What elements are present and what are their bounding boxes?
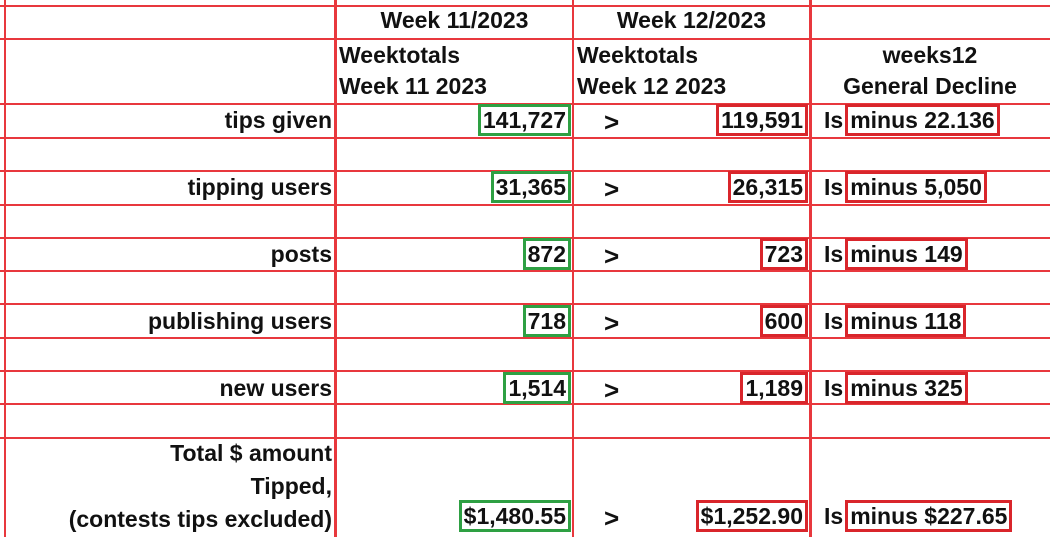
subheader-lines: weeks12 General Decline <box>843 40 1017 102</box>
week12-value: 723 <box>759 238 808 270</box>
subheader-text: Week 12 2023 <box>577 73 727 99</box>
week12-value: 26,315 <box>727 171 808 203</box>
row-label: new users <box>6 372 333 405</box>
comparator: > <box>604 375 620 405</box>
week11-cell: 718 <box>337 305 571 337</box>
week11-value: 872 <box>522 238 571 270</box>
grid-line <box>0 337 1050 339</box>
row-label: publishing users <box>6 305 332 338</box>
grid-line <box>572 0 574 537</box>
decline-cell: Is minus $227.65 <box>824 500 1048 532</box>
week11-cell: 31,365 <box>337 171 571 203</box>
decline-value: minus 5,050 <box>845 171 987 203</box>
grid-line <box>0 370 1050 372</box>
row-label: tips given <box>6 104 332 137</box>
label-lines: Total $ amount Tipped, (contests tips excl… <box>69 437 332 536</box>
grid-line <box>0 303 1050 305</box>
subheader-lines: Weektotals Week 12 2023 <box>577 40 726 102</box>
week11-value: 1,514 <box>503 372 571 404</box>
comparator: > <box>604 503 620 533</box>
label-text: Tipped, <box>250 473 332 499</box>
grid-line <box>0 437 1050 439</box>
grid-line <box>0 5 1050 7</box>
decline-prefix: Is <box>824 503 844 529</box>
week11-value: 141,727 <box>477 104 571 136</box>
label-lines: tips given <box>225 104 332 137</box>
grid-line <box>809 0 812 537</box>
decline-cell: Is minus 118 <box>824 305 1048 337</box>
week12-value: 1,189 <box>740 372 808 404</box>
subheader-text: Weektotals <box>339 42 461 68</box>
label-text: publishing users <box>147 308 332 334</box>
label-lines: tipping users <box>188 171 332 204</box>
week11-value: 31,365 <box>490 171 571 203</box>
label-text: posts <box>270 241 332 267</box>
grid-line <box>334 0 337 537</box>
decline-prefix: Is <box>824 241 844 267</box>
row-label: Total $ amount Tipped, (contests tips excl… <box>6 437 332 536</box>
decline-prefix: Is <box>824 107 844 133</box>
week11-cell: 872 <box>337 238 571 270</box>
header-week12: Week 12/2023 <box>616 7 767 33</box>
label-lines: new users <box>220 372 333 405</box>
week11-cell: 141,727 <box>337 104 571 136</box>
subheader-week12: Weektotals Week 12 2023 <box>577 40 813 102</box>
week11-value: 718 <box>522 305 571 337</box>
week12-cell: 1,189 <box>574 372 808 404</box>
decline-cell: Is minus 5,050 <box>824 171 1048 203</box>
grid-line <box>0 204 1050 206</box>
comparator: > <box>604 308 620 338</box>
week12-cell: $1,252.90 <box>574 500 808 532</box>
week11-cell: 1,514 <box>337 372 571 404</box>
label-lines: posts <box>271 238 332 271</box>
week12-cell: 600 <box>574 305 808 337</box>
grid-line <box>4 0 6 537</box>
subheader-text: General Decline <box>843 73 1017 99</box>
week12-value: 119,591 <box>716 104 808 136</box>
decline-value: minus $227.65 <box>845 500 1013 532</box>
week12-cell: 119,591 <box>574 104 808 136</box>
grid-line <box>0 137 1050 139</box>
subheader-text: weeks12 <box>882 42 978 68</box>
comparator: > <box>604 107 620 137</box>
subheader-text: Weektotals <box>577 42 699 68</box>
grid-line <box>0 38 1050 40</box>
subheader-week11: Weektotals Week 11 2023 <box>339 40 575 102</box>
header-week11: Week 11/2023 <box>380 7 529 33</box>
decline-prefix: Is <box>824 375 844 401</box>
subheader-text: Week 11 2023 <box>339 73 487 99</box>
decline-prefix: Is <box>824 308 844 334</box>
week12-cell: 26,315 <box>574 171 808 203</box>
label-text: Total $ amount <box>170 440 332 466</box>
label-text: (contests tips excluded) <box>68 506 332 532</box>
subheader-lines: Weektotals Week 11 2023 <box>339 40 487 102</box>
row-label: tipping users <box>6 171 332 204</box>
comparator: > <box>604 241 620 271</box>
decline-value: minus 22.136 <box>845 104 1000 136</box>
label-text: tipping users <box>187 174 332 200</box>
decline-cell: Is minus 325 <box>824 372 1048 404</box>
week12-value: $1,252.90 <box>695 500 808 532</box>
comparator: > <box>604 174 620 204</box>
decline-value: minus 325 <box>845 372 968 404</box>
week11-cell: $1,480.55 <box>337 500 571 532</box>
decline-prefix: Is <box>824 174 844 200</box>
label-text: tips given <box>224 107 332 133</box>
row-label: posts <box>6 238 332 271</box>
decline-value: minus 149 <box>845 238 968 270</box>
week12-cell: 723 <box>574 238 808 270</box>
week11-value: $1,480.55 <box>458 500 571 532</box>
week12-value: 600 <box>759 305 808 337</box>
subheader-decline: weeks12 General Decline <box>812 40 1048 102</box>
decline-cell: Is minus 22.136 <box>824 104 1048 136</box>
label-text: new users <box>219 375 333 401</box>
grid-line <box>0 270 1050 272</box>
label-lines: publishing users <box>148 305 332 338</box>
decline-cell: Is minus 149 <box>824 238 1048 270</box>
grid-line <box>0 403 1050 405</box>
decline-value: minus 118 <box>845 305 967 337</box>
